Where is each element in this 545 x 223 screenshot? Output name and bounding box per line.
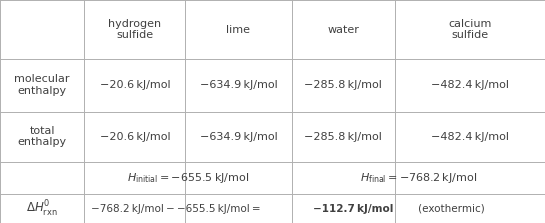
Text: −768.2 kJ/mol − −655.5 kJ/mol =: −768.2 kJ/mol − −655.5 kJ/mol = <box>91 204 263 213</box>
Text: −634.9 kJ/mol: −634.9 kJ/mol <box>199 80 277 90</box>
Text: calcium
sulfide: calcium sulfide <box>449 19 492 40</box>
Text: −20.6 kJ/mol: −20.6 kJ/mol <box>100 80 170 90</box>
Text: hydrogen
sulfide: hydrogen sulfide <box>108 19 161 40</box>
Text: −285.8 kJ/mol: −285.8 kJ/mol <box>305 80 382 90</box>
Text: water: water <box>328 25 359 35</box>
Text: (exothermic): (exothermic) <box>416 204 485 213</box>
Text: −482.4 kJ/mol: −482.4 kJ/mol <box>431 132 509 142</box>
Text: $\mathit{H}_{\mathrm{final}}$ = −768.2 kJ/mol: $\mathit{H}_{\mathrm{final}}$ = −768.2 k… <box>360 171 477 185</box>
Text: −285.8 kJ/mol: −285.8 kJ/mol <box>305 132 382 142</box>
Text: $\Delta H^{0}_{\mathrm{rxn}}$: $\Delta H^{0}_{\mathrm{rxn}}$ <box>26 198 58 219</box>
Text: lime: lime <box>226 25 251 35</box>
Text: total
enthalpy: total enthalpy <box>17 126 67 147</box>
Text: $\mathit{H}_{\mathrm{initial}}$ = −655.5 kJ/mol: $\mathit{H}_{\mathrm{initial}}$ = −655.5… <box>127 171 249 185</box>
Text: −20.6 kJ/mol: −20.6 kJ/mol <box>100 132 170 142</box>
Text: −482.4 kJ/mol: −482.4 kJ/mol <box>431 80 509 90</box>
Text: −112.7 kJ/mol: −112.7 kJ/mol <box>313 204 393 213</box>
Text: −634.9 kJ/mol: −634.9 kJ/mol <box>199 132 277 142</box>
Text: molecular
enthalpy: molecular enthalpy <box>15 74 70 96</box>
